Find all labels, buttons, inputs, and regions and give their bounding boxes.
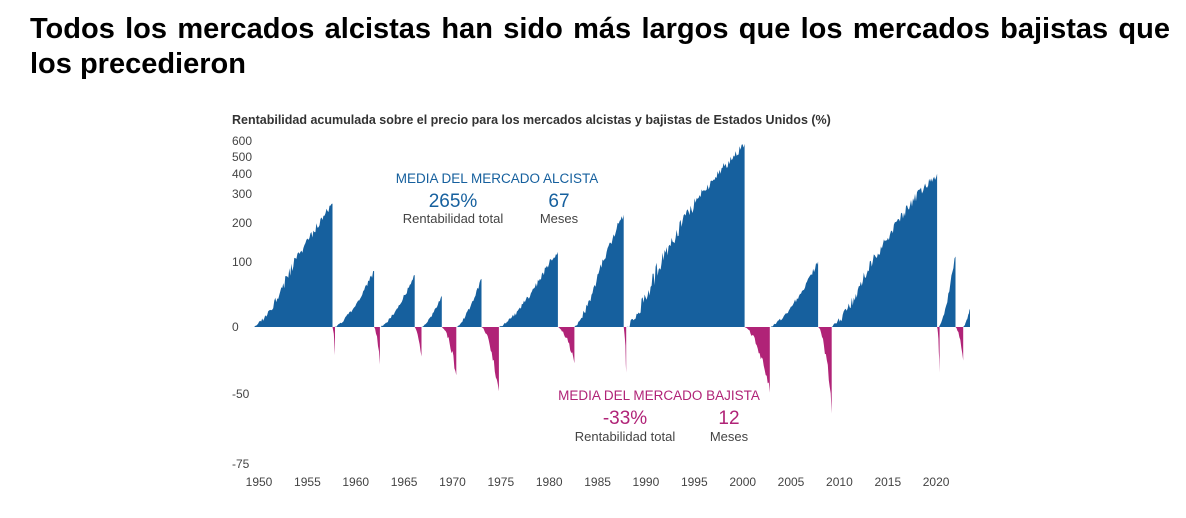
bull-months-label: Meses (540, 211, 579, 226)
x-tick-label: 1995 (681, 475, 708, 489)
bull-market-area-1 (254, 203, 333, 327)
x-axis: 1950 1955 1960 1965 1970 1975 1980 1985 1990 1995… (246, 475, 950, 489)
x-tick-label: 1965 (391, 475, 418, 489)
bear-market-area-1 (332, 327, 335, 356)
x-tick-label: 2010 (826, 475, 853, 489)
y-tick-label: 200 (232, 216, 252, 230)
y-tick-label: 0 (232, 320, 239, 334)
bull-market-area-2 (334, 271, 375, 327)
bull-market-area-10 (831, 173, 938, 327)
x-tick-label: 2015 (874, 475, 901, 489)
bear-market-area-11 (955, 327, 964, 361)
bull-average-return: 265% (429, 191, 478, 212)
bear-market-area-9 (818, 327, 832, 414)
bull-market-area-8 (625, 143, 745, 327)
x-tick-label: 1970 (439, 475, 466, 489)
bull-market-area-12 (963, 308, 970, 327)
bear-market-area-3 (414, 327, 422, 357)
x-tick-label: 2020 (923, 475, 950, 489)
x-tick-label: 1950 (246, 475, 273, 489)
bear-market-area-10 (937, 327, 940, 373)
y-tick-label: -50 (232, 387, 250, 401)
bull-average-title: MEDIA DEL MERCADO ALCISTA (396, 171, 599, 186)
x-tick-label: 1985 (584, 475, 611, 489)
bear-market-area-5 (481, 327, 499, 392)
bull-return-label: Rentabilidad total (403, 211, 504, 226)
x-tick-label: 2000 (729, 475, 756, 489)
bear-market-area-4 (441, 327, 457, 376)
bull-market-area-9 (769, 261, 819, 327)
y-tick-label: 500 (232, 150, 252, 164)
bull-market-area-6 (498, 251, 558, 327)
bull-market-area-11 (939, 256, 956, 327)
x-tick-label: 1975 (487, 475, 514, 489)
bull-market-area-4 (421, 295, 442, 327)
x-tick-label: 2005 (778, 475, 805, 489)
page-headline: Todos los mercados alcistas han sido más… (30, 13, 1170, 80)
bear-market-area-8 (744, 327, 770, 393)
bear-average-title: MEDIA DEL MERCADO BAJISTA (558, 388, 760, 403)
bear-market-area-6 (557, 327, 575, 364)
y-axis: 600 500 400 300 200 100 0 -50 -75 (232, 134, 252, 471)
bull-average-months: 67 (548, 191, 569, 212)
bear-market-area-7 (623, 327, 627, 373)
x-tick-label: 1980 (536, 475, 563, 489)
bear-months-label: Meses (710, 429, 749, 444)
bull-market-area-5 (456, 278, 482, 327)
y-tick-label: 400 (232, 167, 252, 181)
x-tick-label: 1955 (294, 475, 321, 489)
y-tick-label: -75 (232, 457, 250, 471)
market-areas (254, 143, 970, 414)
bull-market-area-7 (574, 214, 624, 327)
bear-average-callout: MEDIA DEL MERCADO BAJISTA -33% 12 Rentab… (558, 388, 760, 444)
y-tick-label: 600 (232, 134, 252, 148)
x-tick-label: 1990 (633, 475, 660, 489)
bull-average-callout: MEDIA DEL MERCADO ALCISTA 265% 67 Rentab… (396, 171, 599, 226)
bear-average-return: -33% (603, 408, 647, 429)
bear-market-area-2 (374, 327, 380, 365)
x-tick-label: 1960 (342, 475, 369, 489)
bull-market-area-3 (379, 275, 415, 327)
y-tick-label: 100 (232, 255, 252, 269)
y-tick-label: 300 (232, 187, 252, 201)
bear-average-months: 12 (718, 408, 739, 429)
bear-return-label: Rentabilidad total (575, 429, 676, 444)
chart-title: Rentabilidad acumulada sobre el precio p… (232, 113, 831, 127)
